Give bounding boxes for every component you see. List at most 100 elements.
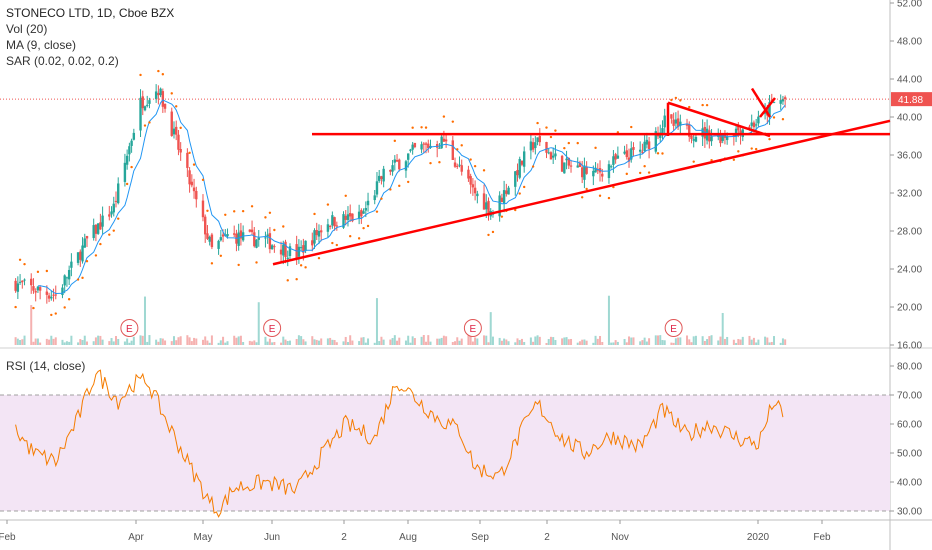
sar-dot xyxy=(335,243,339,247)
sar-dot xyxy=(63,306,66,309)
volume-bar xyxy=(523,341,526,345)
volume-bar xyxy=(367,338,370,345)
candle-body xyxy=(299,247,303,249)
volume-bar xyxy=(726,336,729,345)
sar-dot xyxy=(661,152,664,155)
candle-body xyxy=(710,136,713,142)
volume-bar xyxy=(690,342,693,345)
volume-bar xyxy=(703,340,706,345)
volume-bar xyxy=(607,295,610,345)
sar-dot xyxy=(108,233,111,236)
candle-body xyxy=(701,128,704,137)
candle-body xyxy=(264,237,267,239)
sar-dot xyxy=(366,224,370,228)
volume-bar xyxy=(164,340,167,345)
volume-bar xyxy=(741,336,744,345)
volume-bar xyxy=(773,336,776,345)
sar-dot xyxy=(192,163,196,166)
volume-bar xyxy=(657,335,660,345)
candle-body xyxy=(382,168,385,182)
earnings-label: E xyxy=(126,324,133,335)
candle-body xyxy=(514,171,517,187)
ma-line xyxy=(37,99,786,295)
candle-body xyxy=(148,100,151,104)
sar-dot xyxy=(522,185,526,189)
volume-bar xyxy=(268,338,271,345)
candle-body xyxy=(565,158,568,161)
sar-dot xyxy=(362,226,365,230)
time-tick-label: Apr xyxy=(128,532,144,543)
volume-bar xyxy=(130,340,133,345)
sar-dot xyxy=(630,125,633,129)
sar-dot xyxy=(643,165,646,168)
sar-dot xyxy=(299,264,303,267)
volume-bar xyxy=(83,335,86,345)
volume-bar xyxy=(143,296,146,345)
sar-dot xyxy=(375,210,379,213)
volume-bar xyxy=(335,342,338,345)
volume-bar xyxy=(208,342,211,345)
candle-body xyxy=(47,295,51,299)
sar-dot xyxy=(36,270,40,274)
rsi-tick-label: 70.00 xyxy=(897,391,922,402)
volume-bar xyxy=(505,339,508,345)
sar-dot xyxy=(85,260,89,263)
volume-bar xyxy=(97,335,100,345)
candle-body xyxy=(342,214,345,228)
time-tick-label: Sep xyxy=(471,532,489,543)
volume-bar xyxy=(616,341,619,345)
volume-bar xyxy=(128,342,131,345)
candle-body xyxy=(282,244,285,256)
volume-bar xyxy=(77,342,80,345)
sar-dot xyxy=(411,126,414,129)
candle-body xyxy=(16,283,20,292)
volume-bar xyxy=(139,335,142,345)
volume-bar xyxy=(781,338,784,345)
candle-body xyxy=(391,165,394,172)
candle-body xyxy=(427,143,430,149)
candle-body xyxy=(721,134,724,141)
candle-body xyxy=(406,153,410,160)
sar-dot xyxy=(201,178,205,182)
candle-body xyxy=(576,165,579,168)
volume-bar xyxy=(315,339,318,345)
time-tick-label: Nov xyxy=(611,532,629,543)
volume-bar xyxy=(81,340,84,345)
volume-bar xyxy=(114,336,117,345)
volume-bar xyxy=(454,341,457,345)
sar-dot xyxy=(772,116,776,119)
volume-bar xyxy=(549,336,552,345)
sar-dot xyxy=(250,205,254,208)
volume-bar xyxy=(487,342,490,345)
sar-dot xyxy=(286,279,289,282)
candle-body xyxy=(768,102,771,118)
last-price-tag xyxy=(891,92,932,107)
candle-body xyxy=(248,229,252,232)
volume-bar xyxy=(39,342,42,345)
volume-bar xyxy=(659,335,662,345)
candle-body xyxy=(614,154,617,160)
volume-bar xyxy=(155,339,158,345)
candle-body xyxy=(311,240,314,246)
volume-bar xyxy=(514,342,517,345)
volume-bar xyxy=(373,342,376,345)
volume-bar xyxy=(628,336,631,345)
candle-body xyxy=(516,169,519,176)
candle-body xyxy=(190,181,194,186)
volume-bar xyxy=(326,338,329,345)
volume-bar xyxy=(625,342,628,345)
candle-body xyxy=(411,144,414,150)
volume-bar xyxy=(217,342,220,345)
sar-dot xyxy=(406,180,410,184)
price-tick-label: 20.00 xyxy=(897,303,922,314)
sar-dot xyxy=(94,254,98,257)
volume-bar xyxy=(404,340,407,345)
volume-bar xyxy=(623,338,626,345)
sar-dot xyxy=(317,256,321,260)
volume-bar xyxy=(770,341,773,345)
candle-body xyxy=(487,200,490,215)
candle-body xyxy=(326,224,330,232)
price-tick-label: 16.00 xyxy=(897,341,922,352)
candle-body xyxy=(195,190,198,200)
